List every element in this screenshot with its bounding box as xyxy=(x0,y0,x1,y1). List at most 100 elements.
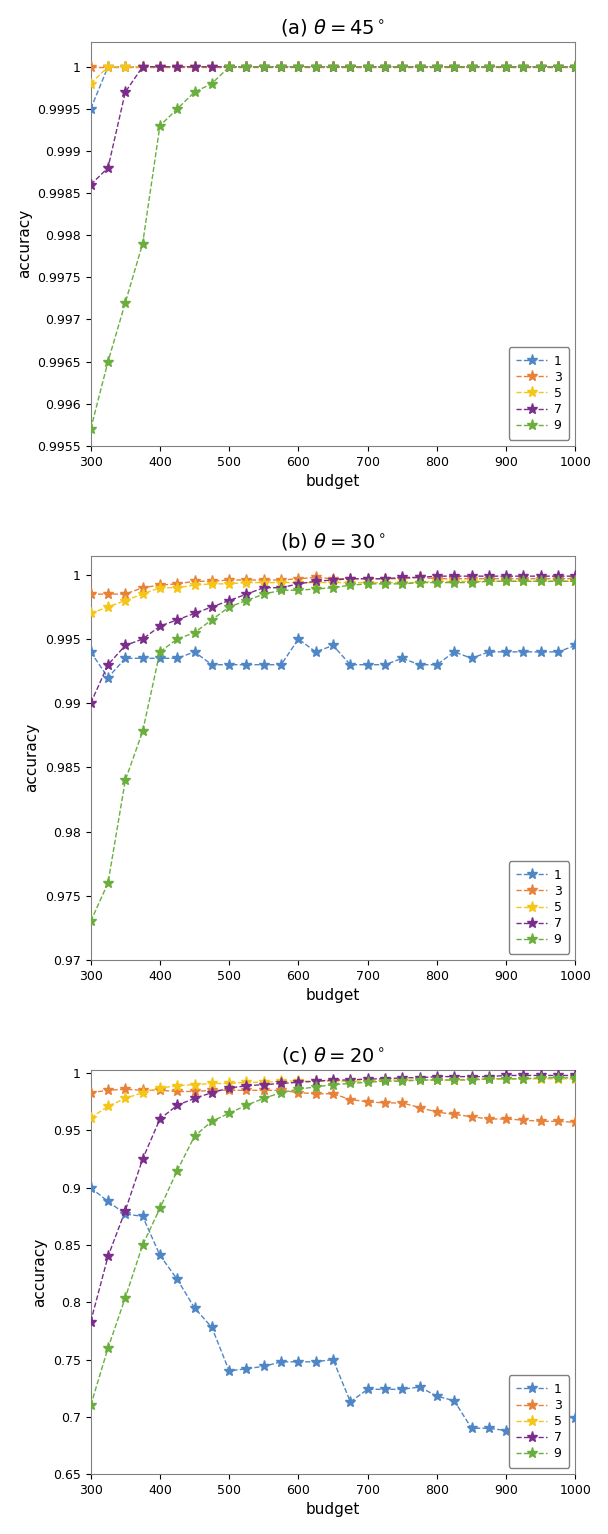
5 xyxy=(295,58,302,77)
7 xyxy=(191,58,198,77)
7 xyxy=(122,83,129,101)
3 xyxy=(520,58,527,77)
Title: (a) $\theta = 45^\circ$: (a) $\theta = 45^\circ$ xyxy=(280,17,385,38)
1 xyxy=(226,58,233,77)
3 xyxy=(243,571,250,589)
3 xyxy=(208,572,215,591)
7 xyxy=(416,1069,423,1088)
9 xyxy=(122,293,129,311)
5 xyxy=(174,578,181,597)
1 xyxy=(485,643,492,661)
9 xyxy=(191,623,198,641)
7 xyxy=(381,569,389,588)
3 xyxy=(122,584,129,603)
3 xyxy=(174,575,181,594)
7 xyxy=(537,568,544,586)
1 xyxy=(156,1246,164,1264)
7 xyxy=(226,591,233,609)
7 xyxy=(87,175,94,193)
3 xyxy=(399,58,406,77)
9 xyxy=(554,1069,562,1088)
3 xyxy=(330,569,337,588)
9 xyxy=(139,235,147,253)
7 xyxy=(399,1069,406,1088)
5 xyxy=(502,572,510,591)
1 xyxy=(537,643,544,661)
9 xyxy=(416,574,423,592)
5 xyxy=(122,591,129,609)
1 xyxy=(243,655,250,673)
3 xyxy=(572,1114,579,1132)
1 xyxy=(226,655,233,673)
Title: (b) $\theta = 30^\circ$: (b) $\theta = 30^\circ$ xyxy=(280,531,386,552)
5 xyxy=(105,58,112,77)
9 xyxy=(399,1072,406,1091)
5 xyxy=(485,1069,492,1088)
1 xyxy=(87,643,94,661)
3 xyxy=(122,58,129,77)
3 xyxy=(485,58,492,77)
Line: 5: 5 xyxy=(85,61,581,89)
1 xyxy=(208,655,215,673)
5 xyxy=(416,574,423,592)
3 xyxy=(416,568,423,586)
Line: 3: 3 xyxy=(85,61,581,72)
9 xyxy=(226,1104,233,1123)
9 xyxy=(520,572,527,591)
5 xyxy=(399,1071,406,1089)
5 xyxy=(485,58,492,77)
1 xyxy=(347,655,354,673)
Y-axis label: accuracy: accuracy xyxy=(32,1238,47,1307)
5 xyxy=(537,572,544,591)
3 xyxy=(191,1083,198,1101)
Line: 3: 3 xyxy=(85,572,581,600)
9 xyxy=(105,1339,112,1358)
5 xyxy=(105,1097,112,1115)
3 xyxy=(468,1108,475,1126)
5 xyxy=(347,58,354,77)
9 xyxy=(295,58,302,77)
9 xyxy=(520,1069,527,1088)
3 xyxy=(330,58,337,77)
1 xyxy=(468,1419,475,1437)
9 xyxy=(122,772,129,790)
9 xyxy=(416,58,423,77)
7 xyxy=(364,58,371,77)
9 xyxy=(537,58,544,77)
5 xyxy=(122,58,129,77)
Line: 9: 9 xyxy=(85,1072,581,1411)
5 xyxy=(537,1069,544,1088)
3 xyxy=(364,1092,371,1111)
5 xyxy=(191,58,198,77)
9 xyxy=(156,117,164,135)
1 xyxy=(191,58,198,77)
3 xyxy=(122,1080,129,1098)
3 xyxy=(537,1112,544,1131)
X-axis label: budget: budget xyxy=(306,1502,360,1517)
9 xyxy=(260,584,268,603)
9 xyxy=(381,58,389,77)
7 xyxy=(139,1150,147,1169)
5 xyxy=(156,1078,164,1097)
3 xyxy=(416,1098,423,1117)
3 xyxy=(208,1081,215,1100)
1 xyxy=(451,58,458,77)
1 xyxy=(451,643,458,661)
7 xyxy=(485,568,492,586)
1 xyxy=(434,1387,441,1405)
9 xyxy=(191,1127,198,1146)
7 xyxy=(156,1109,164,1127)
7 xyxy=(260,58,268,77)
7 xyxy=(537,1066,544,1085)
7 xyxy=(243,584,250,603)
9 xyxy=(174,100,181,118)
9 xyxy=(485,572,492,591)
5 xyxy=(312,1072,319,1091)
1 xyxy=(122,649,129,667)
3 xyxy=(330,1085,337,1103)
7 xyxy=(122,637,129,655)
7 xyxy=(243,58,250,77)
9 xyxy=(451,574,458,592)
1 xyxy=(156,58,164,77)
3 xyxy=(139,578,147,597)
